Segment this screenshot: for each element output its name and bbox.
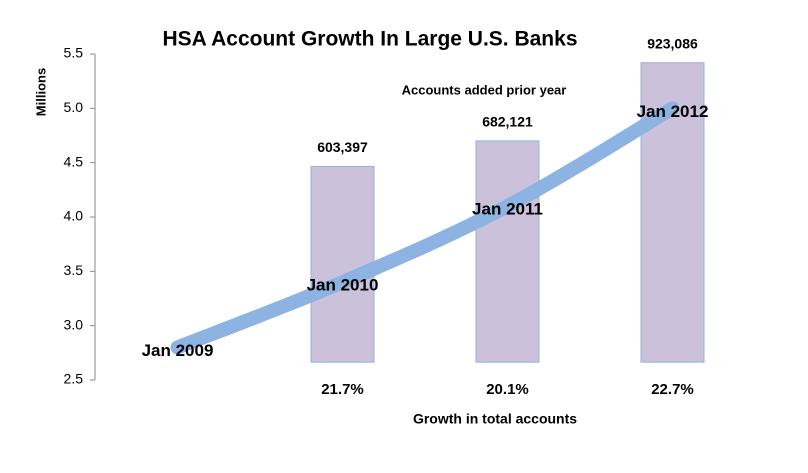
chart-title: HSA Account Growth In Large U.S. Banks	[163, 28, 578, 51]
bar-value-label: 603,397	[317, 139, 368, 155]
growth-value-label: 20.1%	[486, 381, 529, 398]
y-tick-label: 4.0	[64, 208, 84, 224]
point-label: Jan 2010	[307, 276, 379, 295]
bar-value-label: 682,121	[482, 114, 533, 130]
bar-value-label: 923,086	[647, 35, 698, 51]
growth-value-label: 22.7%	[651, 381, 694, 398]
point-label: Jan 2011	[472, 200, 543, 219]
y-tick-label: 5.0	[64, 99, 84, 115]
point-label: Jan 2009	[142, 341, 214, 360]
point-label: Jan 2012	[637, 102, 709, 121]
series-label: Accounts added prior year	[402, 82, 567, 97]
y-tick-label: 3.0	[64, 316, 84, 332]
bar	[310, 165, 375, 363]
y-tick-label: 2.5	[64, 371, 84, 387]
bar	[475, 140, 540, 363]
y-tick-label: 5.5	[64, 45, 84, 61]
line	[170, 101, 680, 355]
growth-value-label: 21.7%	[321, 381, 364, 398]
y-tick-label: 4.5	[64, 153, 84, 169]
y-axis-label: Millions	[33, 68, 48, 116]
growth-label: Growth in total accounts	[413, 411, 577, 427]
y-tick-label: 3.5	[64, 262, 84, 278]
